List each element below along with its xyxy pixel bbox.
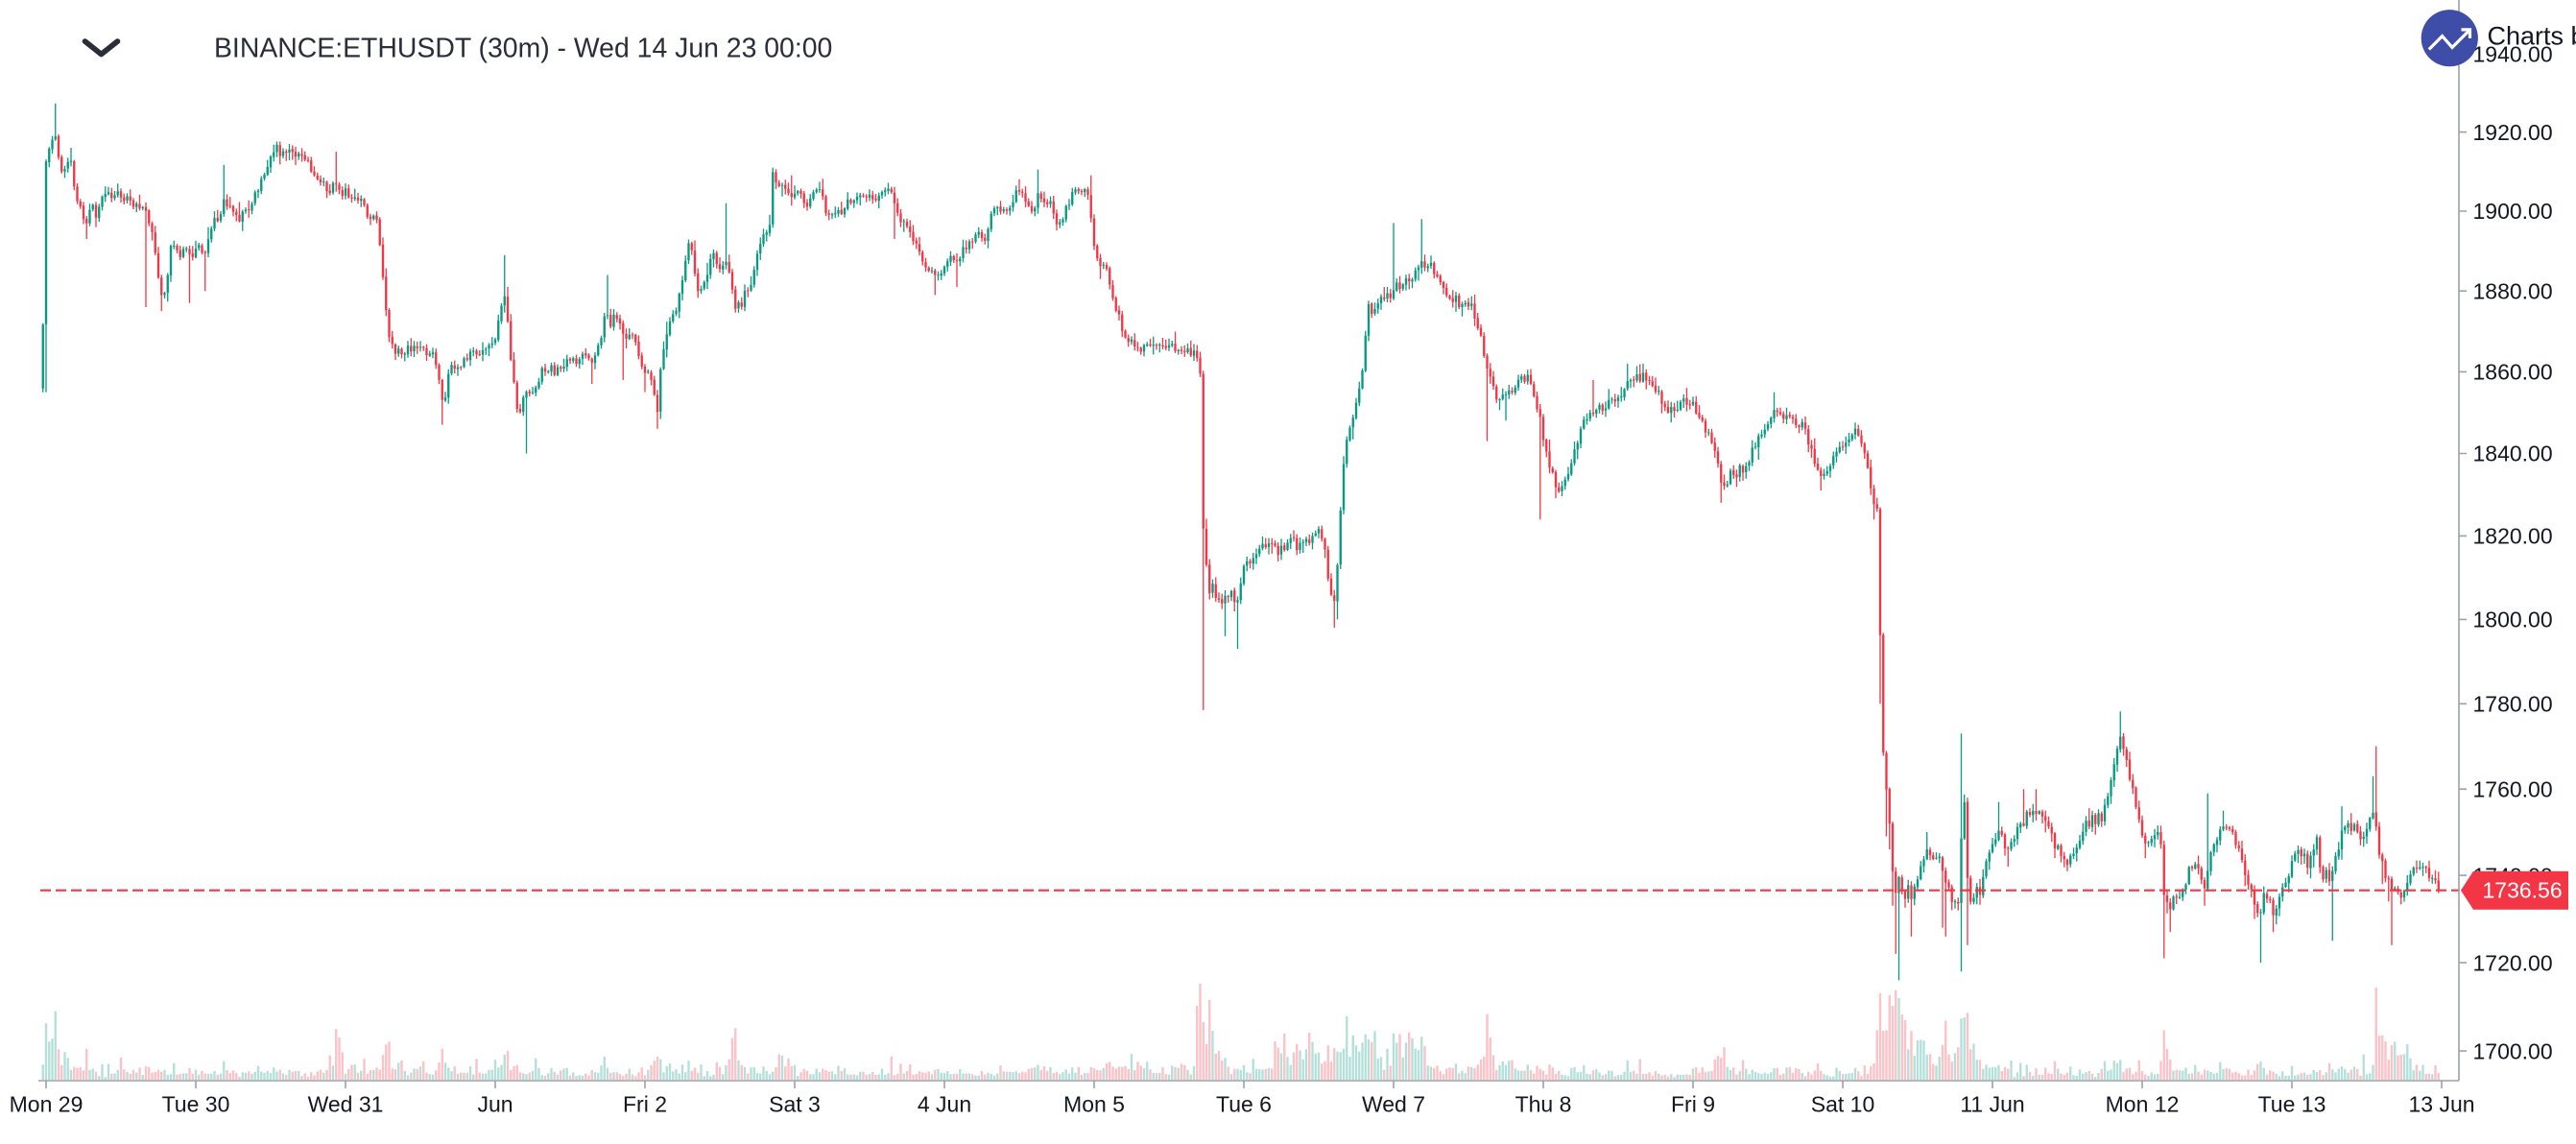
svg-text:Thu 8: Thu 8	[1515, 1092, 1572, 1117]
svg-text:Tue 6: Tue 6	[1216, 1092, 1272, 1117]
svg-text:1940.00: 1940.00	[2473, 41, 2553, 66]
svg-text:4 Jun: 4 Jun	[918, 1092, 971, 1117]
svg-text:Fri 2: Fri 2	[623, 1092, 667, 1117]
svg-text:1780.00: 1780.00	[2473, 692, 2553, 717]
svg-text:Jun: Jun	[477, 1092, 513, 1117]
svg-text:Sat 10: Sat 10	[1811, 1092, 1875, 1117]
svg-text:Sat 3: Sat 3	[769, 1092, 821, 1117]
svg-text:13 Jun: 13 Jun	[2408, 1092, 2474, 1117]
svg-text:1920.00: 1920.00	[2473, 120, 2553, 145]
svg-text:1840.00: 1840.00	[2473, 441, 2553, 466]
svg-text:Tue 13: Tue 13	[2258, 1092, 2326, 1117]
svg-text:1860.00: 1860.00	[2473, 360, 2553, 385]
svg-text:Mon 29: Mon 29	[10, 1092, 83, 1117]
svg-text:1720.00: 1720.00	[2473, 950, 2553, 975]
svg-text:Fri 9: Fri 9	[1671, 1092, 1715, 1117]
svg-text:1900.00: 1900.00	[2473, 199, 2553, 224]
svg-text:Wed 7: Wed 7	[1362, 1092, 1425, 1117]
svg-text:1820.00: 1820.00	[2473, 524, 2553, 549]
svg-text:Mon 12: Mon 12	[2106, 1092, 2180, 1117]
svg-text:BINANCE:ETHUSDT (30m) - Wed 14: BINANCE:ETHUSDT (30m) - Wed 14 Jun 23 00…	[214, 34, 832, 64]
svg-text:Charts b: Charts b	[2488, 22, 2576, 51]
svg-text:1736.56: 1736.56	[2483, 878, 2563, 903]
svg-text:Mon 5: Mon 5	[1063, 1092, 1125, 1117]
svg-text:Wed 31: Wed 31	[308, 1092, 384, 1117]
svg-text:1880.00: 1880.00	[2473, 278, 2553, 303]
svg-text:11 Jun: 11 Jun	[1960, 1092, 2024, 1117]
svg-text:Tue 30: Tue 30	[162, 1092, 230, 1117]
svg-text:1800.00: 1800.00	[2473, 608, 2553, 632]
svg-text:1760.00: 1760.00	[2473, 776, 2553, 801]
svg-text:1700.00: 1700.00	[2473, 1038, 2553, 1063]
